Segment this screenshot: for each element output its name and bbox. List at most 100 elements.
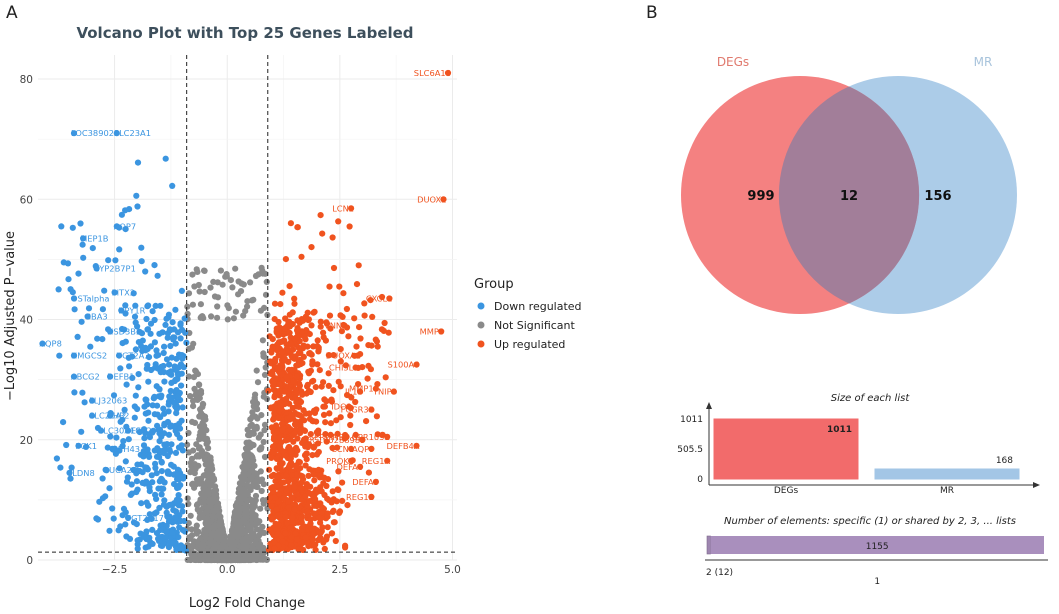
volcano-point (238, 280, 245, 287)
volcano-point (302, 534, 309, 541)
volcano-labeled-point (116, 352, 123, 359)
volcano-labeled-point (372, 478, 379, 485)
volcano-point (133, 470, 140, 477)
volcano-gene-label: CHI3L1 (329, 363, 359, 373)
volcano-point (285, 443, 293, 451)
volcano-point (251, 401, 258, 408)
volcano-point (295, 403, 302, 410)
volcano-labeled-point (93, 265, 100, 272)
volcano-point (294, 317, 301, 324)
volcano-point (207, 503, 214, 510)
volcano-point (306, 415, 314, 422)
volcano-point (277, 301, 284, 308)
volcano-point (249, 510, 256, 517)
volcano-point (329, 530, 336, 537)
volcano-point (332, 537, 339, 545)
volcano-point (276, 434, 283, 441)
volcano-point (147, 320, 155, 327)
volcano-gene-label: CYP2B7P1 (94, 263, 136, 273)
volcano-point (121, 406, 128, 413)
volcano-gene-label: VNN1 (324, 321, 347, 331)
volcano-point (177, 517, 184, 525)
legend-label-up: Up regulated (494, 338, 565, 351)
volcano-y-tick-label: 0 (26, 555, 33, 567)
volcano-point (355, 262, 362, 269)
volcano-gene-label: PITX2 (112, 288, 135, 298)
volcano-labeled-point (444, 69, 452, 77)
volcano-point (282, 530, 289, 537)
volcano-point (323, 398, 330, 405)
size-chart-title: Size of each list (831, 393, 911, 404)
volcano-point (136, 428, 143, 436)
volcano-point (133, 488, 140, 496)
volcano-point (165, 431, 173, 438)
volcano-point (94, 335, 101, 342)
volcano-point (299, 546, 306, 554)
volcano-point (190, 538, 197, 545)
volcano-point (289, 494, 296, 501)
volcano-point (261, 529, 268, 537)
volcano-point (324, 495, 331, 502)
volcano-point (325, 352, 332, 359)
volcano-point (248, 497, 255, 504)
volcano-point (328, 396, 335, 403)
volcano-point (89, 245, 96, 252)
volcano-point (275, 490, 283, 497)
volcano-labeled-point (348, 445, 355, 452)
volcano-point (333, 417, 340, 424)
volcano-point (319, 230, 326, 237)
volcano-point (200, 543, 207, 550)
volcano-point (105, 257, 112, 264)
volcano-point (187, 393, 194, 400)
volcano-point (224, 551, 231, 558)
volcano-point (272, 494, 279, 501)
volcano-point (289, 514, 296, 521)
volcano-point (118, 211, 125, 218)
volcano-point (327, 431, 334, 438)
volcano-point (246, 439, 253, 446)
volcano-point (116, 465, 123, 472)
volcano-labeled-point (107, 412, 114, 419)
volcano-point (196, 381, 203, 389)
volcano-gene-label: UGT2A3 (116, 351, 150, 361)
volcano-point (307, 431, 314, 438)
volcano-point (278, 371, 285, 378)
volcano-point (163, 509, 170, 516)
volcano-gene-label: DEFB1 (107, 372, 134, 382)
volcano-point (294, 327, 301, 334)
venn-count-mr-only: 156 (924, 189, 951, 204)
volcano-point (200, 472, 207, 479)
volcano-labeled-point (113, 130, 120, 137)
volcano-x-tick-label: 5.0 (444, 564, 461, 576)
volcano-gene-label: SERPINB5 (309, 432, 350, 442)
volcano-point (274, 428, 281, 435)
volcano-point (321, 474, 328, 481)
legend-swatch-not-significant (477, 321, 485, 329)
volcano-point (336, 283, 343, 290)
volcano-point (343, 305, 350, 313)
volcano-point (303, 456, 310, 463)
volcano-threshold-lines (38, 55, 457, 560)
volcano-point (121, 326, 128, 333)
volcano-point (346, 223, 353, 230)
volcano-point (272, 355, 279, 363)
volcano-point (145, 409, 152, 416)
volcano-point (187, 459, 194, 466)
volcano-point (193, 453, 200, 460)
volcano-point (282, 256, 289, 263)
volcano-point (110, 392, 118, 399)
volcano-labeled-point (118, 307, 125, 314)
volcano-point (317, 318, 324, 325)
volcano-title: Volcano Plot with Top 25 Genes Labeled (76, 24, 413, 42)
volcano-point (334, 486, 341, 493)
volcano-point (274, 512, 282, 519)
volcano-point (262, 364, 269, 371)
volcano-point (249, 544, 256, 551)
volcano-point (344, 392, 351, 399)
volcano-point (154, 272, 161, 279)
volcano-gene-label: OSTalpha (71, 294, 110, 304)
volcano-point (327, 325, 334, 332)
volcano-point (133, 478, 140, 485)
volcano-point (133, 192, 140, 199)
volcano-point (224, 302, 231, 309)
